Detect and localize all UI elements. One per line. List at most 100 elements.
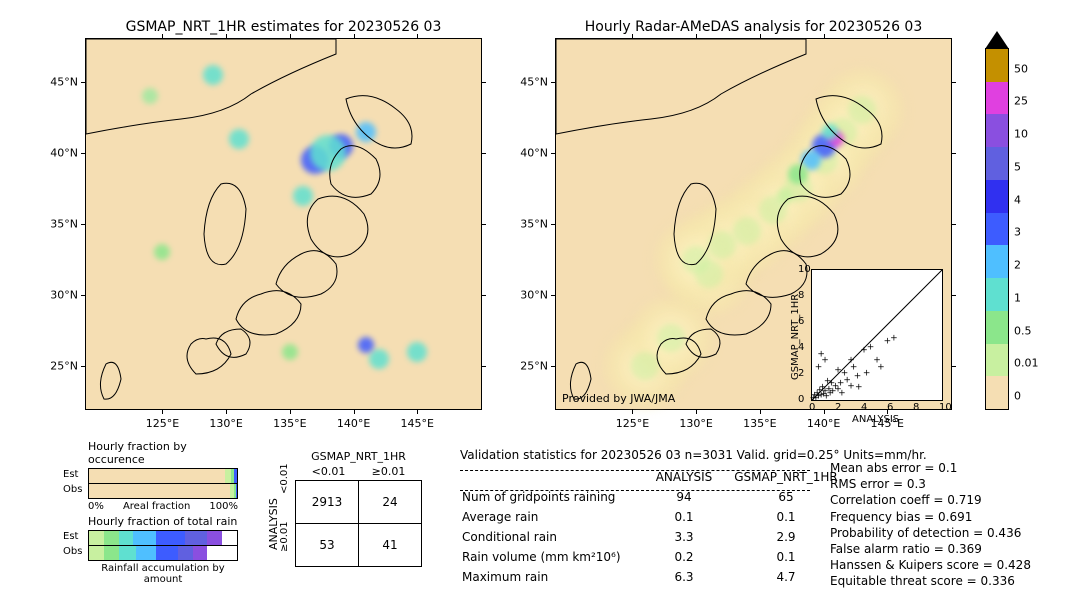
metric-row: Mean abs error = 0.1 [830, 460, 1031, 476]
colorbar-seg [986, 49, 1008, 82]
map-left: GSMAP_NRT_1HR estimates for 20230526 03 … [85, 38, 482, 410]
colorbar-label: 2 [1014, 259, 1021, 272]
hbar-seg [236, 484, 237, 498]
total-bars: Hourly fraction of total rain Est Obs Ra… [88, 515, 238, 585]
scatter-xlabel: ANALYSIS [852, 414, 899, 425]
metric-row: RMS error = 0.3 [830, 476, 1031, 492]
validation-cell: 6.3 [649, 568, 729, 586]
occurrence-title: Hourly fraction by occurence [88, 440, 238, 466]
colorbar-seg [986, 213, 1008, 246]
validation-metrics: Mean abs error = 0.1RMS error = 0.3Corre… [830, 460, 1031, 590]
colorbar-seg [986, 376, 1008, 409]
hbar-seg [185, 531, 207, 545]
colorbar-label: 5 [1014, 160, 1021, 173]
colorbar-label: 4 [1014, 193, 1021, 206]
colorbar-seg [986, 245, 1008, 278]
validation-cell: Conditional rain [462, 528, 647, 546]
hbar-seg [156, 546, 178, 560]
contingency-row-1: ≥0.01 [279, 521, 290, 552]
occurrence-bar-obs: Obs [88, 484, 238, 499]
hbar-seg [234, 469, 237, 483]
scatter-point: + [815, 363, 823, 372]
hbar-seg [207, 546, 237, 560]
contingency-cell-10: 53 [296, 524, 359, 567]
colorbar-label: 0 [1014, 390, 1021, 403]
metric-row: Correlation coeff = 0.719 [830, 492, 1031, 508]
hbar-seg [136, 546, 155, 560]
contingency-cell-00: 2913 [296, 481, 359, 524]
hbar-seg [207, 531, 222, 545]
map-right: Hourly Radar-AMeDAS analysis for 2023052… [555, 38, 952, 410]
map-right-title: Hourly Radar-AMeDAS analysis for 2023052… [556, 19, 951, 35]
metric-row: Probability of detection = 0.436 [830, 525, 1031, 541]
metric-row: False alarm ratio = 0.369 [830, 541, 1031, 557]
colorbar-seg [986, 278, 1008, 311]
colorbar-label: 1 [1014, 291, 1021, 304]
validation-colh-1: ANALYSIS [649, 468, 729, 486]
colorbar-seg [986, 82, 1008, 115]
colorbar-seg [986, 114, 1008, 147]
contingency-col-0: <0.01 [299, 465, 359, 478]
metric-row: Frequency bias = 0.691 [830, 509, 1031, 525]
occurrence-bar-est: Est [88, 468, 238, 484]
contingency-cell-01: 24 [359, 481, 422, 524]
validation-cell: Average rain [462, 508, 647, 526]
contingency-row-0: <0.01 [279, 463, 290, 494]
contingency-col-header: GSMAP_NRT_1HR [295, 450, 422, 463]
hbar-seg [156, 531, 186, 545]
hbar-seg [104, 531, 119, 545]
colorbar-seg [986, 311, 1008, 344]
colorbar-label: 0.5 [1014, 324, 1032, 337]
coast-left [86, 39, 481, 409]
hbar-seg [89, 531, 104, 545]
contingency-cell-11: 41 [359, 524, 422, 567]
scatter-point: + [877, 363, 885, 372]
hbar-seg [89, 546, 104, 560]
scatter-inset: 00224466881010ANALYSISGSMAP_NRT_1HR+++++… [811, 269, 943, 401]
hbar-seg [89, 484, 230, 498]
hbar-seg [89, 469, 225, 483]
metric-row: Equitable threat score = 0.336 [830, 573, 1031, 589]
validation-table: ANALYSIS GSMAP_NRT_1HR [460, 466, 853, 488]
scatter-point: + [854, 372, 862, 381]
map-left-title: GSMAP_NRT_1HR estimates for 20230526 03 [86, 19, 481, 35]
validation-cell: 94 [649, 488, 729, 506]
validation-cell: Maximum rain [462, 568, 647, 586]
colorbar-label: 50 [1014, 62, 1028, 75]
hbar-seg [104, 546, 119, 560]
page-root: GSMAP_NRT_1HR estimates for 20230526 03 … [0, 0, 1080, 612]
validation-cell: Num of gridpoints raining [462, 488, 647, 506]
colorbar-seg [986, 180, 1008, 213]
scatter-point: + [847, 383, 855, 392]
validation-cell: 3.3 [649, 528, 729, 546]
hbar-seg [222, 531, 237, 545]
total-bar-est: Est [88, 530, 238, 546]
scatter-point: + [890, 334, 898, 343]
validation-rows: Num of gridpoints raining9465Average rai… [460, 486, 853, 588]
metric-row: Hanssen & Kuipers score = 0.428 [830, 557, 1031, 573]
total-footer: Rainfall accumulation by amount [88, 563, 238, 585]
occurrence-lbl-est: Est [63, 469, 78, 480]
occurrence-lbl-obs: Obs [63, 484, 82, 495]
hbar-seg [193, 546, 208, 560]
occurrence-bars: Hourly fraction by occurence Est Obs 0% … [88, 440, 238, 512]
scatter-point: + [817, 350, 825, 359]
validation-cell: 0.1 [649, 508, 729, 526]
scatter-point: + [855, 384, 863, 393]
total-bar-obs: Obs [88, 546, 238, 561]
scatter-point: + [838, 389, 846, 398]
total-lbl-obs: Obs [63, 546, 82, 557]
occurrence-xlabel: Areal fraction [123, 501, 190, 512]
hbar-seg [133, 531, 155, 545]
total-lbl-est: Est [63, 531, 78, 542]
occurrence-xmin: 0% [88, 501, 104, 512]
occurrence-xmax: 100% [209, 501, 238, 512]
contingency-col-1: ≥0.01 [359, 465, 419, 478]
scatter-point: + [867, 344, 875, 353]
colorbar-seg [986, 147, 1008, 180]
contingency-table: GSMAP_NRT_1HR <0.01 ≥0.01 ANALYSIS 2913 … [295, 450, 422, 567]
colorbar-over-arrow [985, 31, 1009, 49]
validation-cell: Rain volume (mm km²10⁶) [462, 548, 647, 566]
scatter-point: + [863, 370, 871, 379]
colorbar-seg [986, 344, 1008, 377]
